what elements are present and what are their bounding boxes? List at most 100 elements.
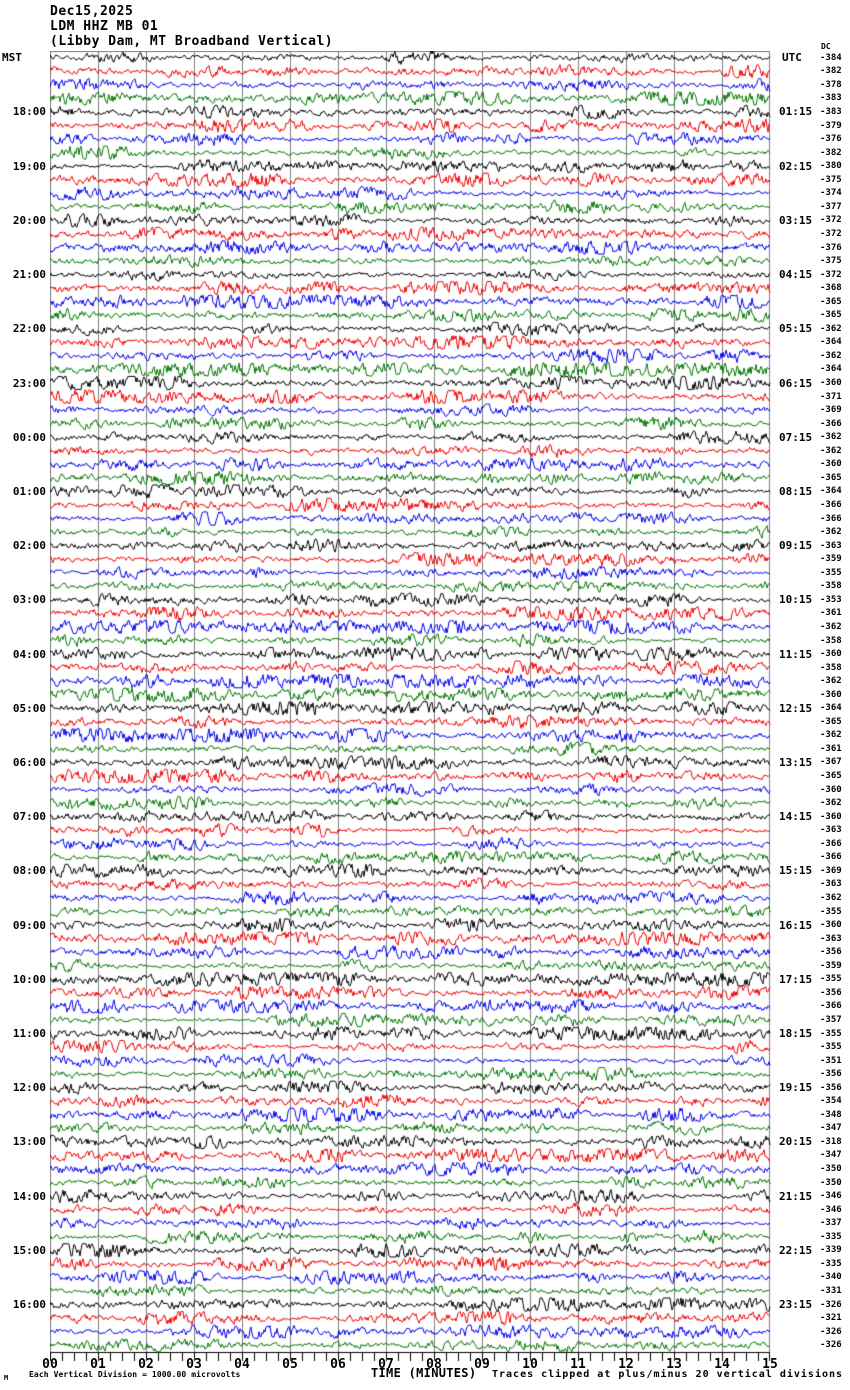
utc-hour-label: 14:15 [779,810,813,824]
dc-offset-value: -347 [820,1123,842,1134]
mst-hour-label: 00:00 [12,430,46,444]
page-title-date: Dec15,2025 [50,4,134,19]
utc-hour-label: 09:15 [779,539,813,553]
utc-hour-label: 03:15 [779,213,813,227]
minute-tick-label: 11 [570,1357,586,1372]
dc-offset-value: -360 [820,811,842,822]
dc-offset-value: -366 [820,513,842,524]
minute-tick-label: 15 [762,1357,778,1372]
mst-hour-label: 11:00 [12,1027,46,1041]
mst-hour-label: 09:00 [12,918,46,932]
mst-hour-label: 04:00 [12,647,46,661]
utc-hour-label: 12:15 [779,701,813,715]
dc-offset-value: -366 [820,499,842,510]
dc-offset-value: -354 [820,1096,842,1107]
minute-tick-label: 09 [474,1357,490,1372]
minute-tick-label: 14 [714,1357,730,1372]
mst-hour-label: 06:00 [12,755,46,769]
utc-hour-label: 15:15 [779,864,813,878]
utc-hour-label: 05:15 [779,322,813,336]
dc-offset-value: -321 [820,1313,842,1324]
dc-offset-value: -346 [820,1204,842,1215]
utc-hour-label: 02:15 [779,159,813,173]
vertical-scale-note: Each Vertical Division = 1000.00 microvo… [29,1370,241,1379]
minute-tick-label: 03 [186,1357,202,1372]
utc-hour-label: 13:15 [779,755,813,769]
utc-hour-label: 11:15 [779,647,813,661]
dc-offset-value: -359 [820,554,842,565]
dc-offset-value: -362 [820,893,842,903]
dc-offset-value: -364 [820,364,842,375]
dc-offset-value: -369 [820,405,842,416]
mst-hour-label: 10:00 [12,972,46,986]
dc-offset-value: -382 [820,147,842,158]
minute-tick-label: 04 [234,1357,250,1372]
dc-offset-value: -360 [820,378,842,389]
mst-hour-label: 01:00 [12,484,46,498]
minute-tick-label: 12 [618,1357,634,1372]
x-axis-title: TIME (MINUTES) [371,1366,477,1380]
mst-hour-label: 02:00 [12,539,46,553]
dc-offset-value: -331 [820,1286,842,1296]
dc-offset-value: -371 [820,391,842,402]
dc-offset-value: -365 [820,472,842,483]
dc-offset-value: -362 [820,621,842,632]
minute-tick-label: 10 [522,1357,538,1372]
dc-offset-value: -360 [820,784,842,795]
dc-offset-value: -356 [820,947,842,958]
utc-hour-label: 19:15 [779,1081,813,1095]
dc-offset-value: -360 [820,649,842,660]
minute-tick-label: 02 [138,1357,154,1372]
trace-clipping-note: Traces clipped at plus/minus 20 vertical… [492,1369,844,1380]
mst-hour-label: 07:00 [12,810,46,824]
mst-hour-label: 15:00 [12,1243,46,1257]
dc-offset-value: -362 [820,432,842,443]
dc-offset-value: -378 [820,79,842,90]
dc-offset-value: -340 [820,1272,842,1283]
utc-hour-label: 20:15 [779,1135,813,1149]
dc-offset-value: -363 [820,540,842,551]
dc-offset-value: -372 [820,269,842,280]
dc-offset-value: -347 [820,1150,842,1161]
dc-offset-value: -366 [820,418,842,429]
minute-tick-label: 07 [378,1357,394,1372]
dc-offset-value: -357 [820,1014,842,1025]
seismogram-plot-canvas [50,51,771,1362]
mst-hour-label: 19:00 [12,159,46,173]
mst-hour-label: 20:00 [12,213,46,227]
dc-offset-value: -372 [820,215,842,226]
dc-offset-value: -366 [820,1001,842,1012]
dc-offset-value: -359 [820,960,842,971]
minute-tick-label: 01 [90,1357,106,1372]
dc-offset-value: -326 [820,1299,842,1310]
dc-offset-value: -348 [820,1109,842,1120]
dc-offset-value: -372 [820,228,842,239]
left-timezone-label: MST [2,51,22,64]
utc-hour-label: 17:15 [779,972,813,986]
dc-offset-value: -358 [820,581,842,592]
dc-offset-value: -326 [820,1340,842,1351]
dc-offset-value: -366 [820,838,842,849]
dc-offset-value: -366 [820,852,842,863]
dc-offset-value: -383 [820,106,842,117]
right-timezone-label: UTC [782,51,802,64]
dc-offset-value: -318 [820,1136,842,1147]
utc-hour-label: 16:15 [779,918,813,932]
dc-offset-value: -361 [820,608,842,619]
dc-offset-value: -380 [820,161,842,172]
mst-hour-label: 05:00 [12,701,46,715]
dc-offset-value: -384 [820,52,842,63]
dc-offset-value: -365 [820,310,842,321]
dc-offset-value: -353 [820,594,842,605]
minute-tick-label: 06 [330,1357,346,1372]
dc-offset-value: -362 [820,323,842,334]
utc-hour-label: 08:15 [779,484,813,498]
utc-hour-label: 18:15 [779,1027,813,1041]
dc-offset-value: -358 [820,662,842,673]
mst-hour-label: 22:00 [12,322,46,336]
dc-offset-value: -360 [820,459,842,470]
dc-column-label: DC [821,42,831,51]
utc-hour-label: 01:15 [779,105,813,119]
corner-mark: M [4,1374,9,1382]
minute-tick-label: 08 [426,1357,442,1372]
